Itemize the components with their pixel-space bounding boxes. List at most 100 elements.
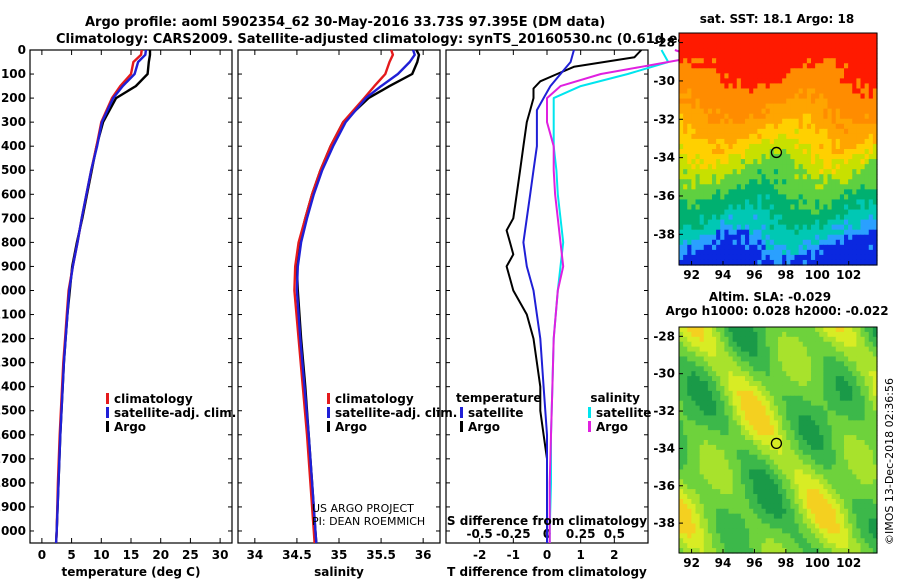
- map-cell: [860, 464, 866, 471]
- map-cell: [864, 351, 870, 358]
- map-cell: [757, 88, 763, 95]
- map-cell: [868, 336, 874, 343]
- map-cell: [794, 48, 800, 54]
- map-cell: [773, 449, 779, 456]
- map-cell: [679, 143, 684, 150]
- map-cell: [806, 154, 812, 160]
- map-cell: [831, 93, 837, 100]
- map-cell: [782, 169, 787, 175]
- map-cell: [835, 444, 841, 451]
- map-cell: [720, 528, 725, 534]
- map-cell: [736, 199, 742, 206]
- map-cell: [786, 234, 791, 241]
- map-cell: [819, 523, 824, 530]
- map-cell: [844, 244, 849, 251]
- map-cell: [720, 174, 725, 180]
- map-cell: [827, 381, 833, 387]
- map-cell: [740, 508, 746, 515]
- depth-tick-label: 300: [1, 115, 26, 129]
- map-cell: [827, 154, 833, 160]
- x-tick-label: 15: [123, 548, 140, 562]
- map-cell: [679, 381, 684, 387]
- map-cell: [757, 179, 763, 185]
- map-cell: [827, 435, 833, 441]
- map-cell: [695, 123, 701, 130]
- map-cell: [782, 518, 787, 525]
- map-cell: [728, 149, 734, 155]
- map-cell: [724, 149, 730, 155]
- map-cell: [728, 371, 734, 377]
- map-cell: [835, 224, 841, 231]
- map-cell: [864, 108, 870, 115]
- map-cell: [802, 376, 808, 382]
- map-cell: [823, 113, 829, 120]
- map-cell: [687, 484, 692, 490]
- map-cell: [753, 43, 758, 49]
- series-line-temperature-argo: [505, 49, 643, 543]
- map-cell: [707, 229, 713, 236]
- map-cell: [839, 449, 845, 456]
- map-cell: [769, 331, 775, 338]
- map-cell: [839, 33, 845, 39]
- map-cell: [802, 435, 808, 441]
- map-cell: [782, 449, 787, 456]
- map-cell: [827, 390, 833, 397]
- map-cell: [691, 149, 697, 155]
- map-cell: [864, 381, 870, 387]
- map-cell: [695, 390, 701, 397]
- map-cell: [786, 259, 791, 266]
- map-cell: [811, 425, 816, 431]
- map-cell: [856, 503, 862, 510]
- map-cell: [695, 459, 701, 466]
- map-cell: [864, 143, 870, 150]
- map-cell: [794, 88, 800, 95]
- map-cell: [782, 420, 787, 426]
- map-cell: [740, 219, 746, 226]
- map-cell: [798, 435, 804, 441]
- map-cell: [815, 234, 820, 241]
- map-cell: [691, 48, 697, 54]
- map-cell: [835, 336, 841, 343]
- map-cell: [753, 53, 758, 59]
- map-cell: [736, 390, 742, 397]
- map-cell: [736, 58, 742, 64]
- map-cell: [716, 63, 721, 69]
- map-cell: [819, 98, 824, 105]
- map-cell: [703, 489, 709, 495]
- map-cell: [806, 395, 812, 402]
- map-cell: [720, 381, 725, 387]
- map-cell: [811, 239, 816, 246]
- map-cell: [848, 194, 853, 201]
- map-cell: [753, 199, 758, 206]
- map-cell: [806, 420, 812, 426]
- map-cell: [872, 93, 878, 100]
- map-cell: [712, 224, 717, 231]
- map-cell: [691, 400, 697, 407]
- map-cell: [695, 204, 701, 211]
- map-cell: [691, 199, 697, 206]
- map-cell: [823, 356, 829, 362]
- map-cell: [699, 128, 705, 135]
- map-cell: [794, 78, 800, 85]
- map-cell: [707, 346, 713, 353]
- map-cell: [728, 108, 734, 115]
- map-cell: [724, 204, 730, 211]
- map-cell: [736, 341, 742, 348]
- map-cell: [679, 341, 684, 348]
- map-cell: [761, 385, 767, 392]
- map-cell: [736, 425, 742, 431]
- map-cell: [724, 174, 730, 180]
- map-cell: [732, 494, 738, 500]
- map-cell: [782, 184, 787, 190]
- map-cell: [683, 73, 688, 79]
- map-cell: [827, 548, 833, 554]
- map-cell: [827, 425, 833, 431]
- map-cell: [707, 128, 713, 135]
- map-cell: [798, 336, 804, 343]
- map-cell: [868, 454, 874, 461]
- map-cell: [724, 327, 730, 333]
- map-cell: [790, 179, 796, 185]
- map-cell: [707, 93, 713, 100]
- map-cell: [839, 98, 845, 105]
- map-cell: [806, 484, 812, 490]
